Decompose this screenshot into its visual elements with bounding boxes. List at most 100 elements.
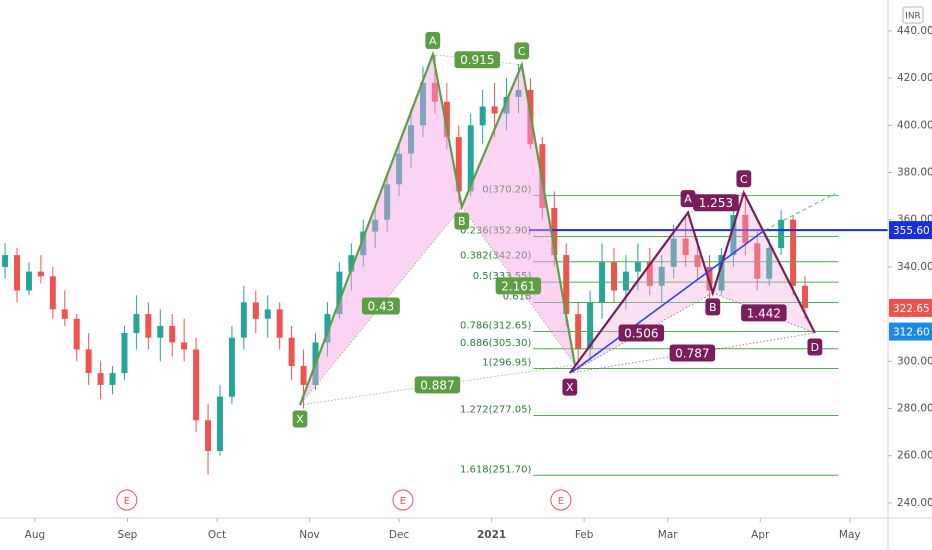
candle-body	[228, 337, 235, 397]
candle-body	[276, 309, 283, 338]
point-label-box	[425, 32, 441, 50]
candle-body	[25, 271, 32, 291]
pattern-leg	[568, 189, 816, 374]
fib-label: 0(370.20)	[482, 185, 531, 196]
ratio-label: 1.442	[747, 306, 781, 320]
pattern-fill	[569, 212, 713, 374]
x-tick-label: Feb	[575, 529, 594, 541]
ratio-label-box	[693, 194, 739, 212]
ratio-label-box	[414, 376, 461, 394]
candle-body	[193, 349, 200, 421]
candle-body	[324, 314, 331, 343]
y-tick-label: 440.00	[897, 25, 932, 37]
candle-body	[790, 219, 797, 286]
fib-label: 0.5(333.55)	[473, 271, 532, 282]
ratio-label-box	[669, 344, 716, 362]
ratio-line	[461, 206, 576, 366]
pattern-fill	[461, 64, 575, 365]
y-tick-label: 400.00	[897, 119, 932, 131]
point-label-box	[514, 42, 530, 60]
candle-body	[288, 337, 295, 367]
candle-body	[264, 309, 271, 319]
price-tag-label: 322.65	[893, 303, 930, 315]
fib-label: 1(296.95)	[482, 357, 531, 368]
point-label: B	[458, 215, 466, 228]
candle-body	[85, 349, 92, 374]
ratio-line	[432, 54, 522, 66]
candle-body	[372, 219, 379, 232]
ratio-label-box	[454, 51, 501, 69]
candle-body	[551, 207, 558, 256]
candle-body	[563, 255, 570, 315]
y-tick-label: 340.00	[897, 261, 932, 273]
trend-extension	[764, 193, 836, 231]
y-tick-label: 240.00	[897, 497, 932, 509]
candle-body	[216, 396, 223, 451]
x-tick-label: Sep	[118, 529, 138, 541]
candle-body	[467, 125, 474, 192]
candle-body	[587, 302, 594, 350]
y-tick-label: 260.00	[897, 450, 932, 462]
candle-body	[682, 238, 689, 256]
y-tick-label: 300.00	[897, 355, 932, 367]
fib-label: 0.886(305.30)	[460, 338, 532, 349]
candle-body	[431, 82, 438, 102]
candle-body	[754, 243, 761, 279]
candle-body	[419, 82, 426, 126]
candle-body	[646, 262, 653, 286]
candle-body	[133, 314, 140, 333]
fib-label: 1.272(277.05)	[460, 404, 532, 415]
x-tick-label: Oct	[208, 529, 226, 541]
candle-body	[778, 219, 785, 249]
candle-body	[14, 255, 21, 291]
point-label: C	[518, 45, 526, 58]
candle-body	[2, 255, 9, 267]
candle-body	[408, 125, 415, 154]
price-tag	[889, 298, 932, 317]
event-marker	[550, 489, 572, 511]
candle-body	[97, 373, 104, 385]
ratio-label: 0.915	[460, 53, 494, 67]
candle-body	[121, 332, 128, 374]
x-tick-label: May	[839, 529, 861, 541]
candle-body	[730, 214, 737, 256]
ratio-label-box	[741, 304, 787, 322]
fib-label: 0.786(312.65)	[460, 320, 532, 331]
x-tick-label: 2021	[477, 529, 506, 541]
candle-body	[766, 248, 773, 279]
candle-body	[479, 106, 486, 126]
point-label: B	[709, 301, 717, 314]
event-marker	[392, 489, 414, 511]
candle-body	[718, 255, 725, 291]
x-tick-label: Mar	[658, 529, 678, 541]
y-tick-label: 380.00	[897, 167, 932, 179]
point-label: D	[811, 341, 819, 354]
candle-body	[396, 153, 403, 185]
ratio-line	[299, 364, 575, 406]
price-tag-label: 355.60	[893, 225, 930, 237]
candle-body	[443, 101, 450, 138]
pattern-leg	[298, 50, 576, 406]
candle-body	[491, 106, 498, 114]
ratio-label: 1.253	[699, 196, 733, 210]
event-marker	[116, 489, 138, 511]
ratio-label-box	[618, 324, 665, 342]
ratio-label: 0.787	[675, 347, 709, 361]
candle-body	[37, 271, 44, 277]
candle-body	[503, 96, 510, 114]
candle-body	[145, 314, 152, 338]
x-tick-label: Aug	[25, 529, 46, 541]
candle-body	[802, 285, 809, 308]
point-label-box	[736, 170, 752, 188]
currency-box[interactable]	[902, 6, 924, 24]
x-tick-label: Apr	[751, 529, 770, 541]
currency: INR	[905, 12, 921, 22]
price-tag	[889, 322, 932, 341]
candle-body	[515, 89, 522, 97]
ratio-label: 0.43	[368, 299, 395, 313]
candle-body	[694, 255, 701, 267]
candle-body	[181, 342, 188, 350]
candle-body	[109, 373, 116, 385]
